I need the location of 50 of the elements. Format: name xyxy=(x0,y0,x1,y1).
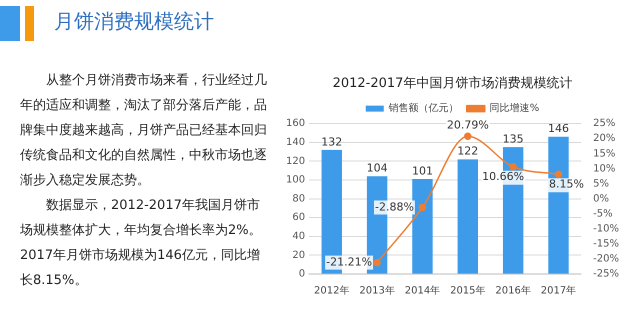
chart-title: 2012-2017年中国月饼市场消费规模统计 xyxy=(332,76,572,92)
y-tick-label: 80 xyxy=(292,193,306,204)
legend-label: 销售额（亿元） xyxy=(388,102,459,114)
x-tick-label: 2014年 xyxy=(404,284,440,297)
data-label: 132 xyxy=(321,135,342,148)
x-tick-label: 2015年 xyxy=(450,284,486,297)
data-label: 20.79% xyxy=(446,118,489,132)
point xyxy=(464,132,472,140)
data-label: 146 xyxy=(548,122,569,136)
y2-tick-label: 20% xyxy=(593,133,616,144)
x-tick-label: 2012年 xyxy=(314,284,350,297)
text: 数据显示，2012-2017年我国月饼市场规模整体扩大，年均复合增长率为2%。2017年月饼市场规模为146亿元，同比增长8.15%。 xyxy=(20,197,263,290)
y2-tick-label: 25% xyxy=(593,118,616,130)
y2-tick-label: 5% xyxy=(593,178,610,190)
y2-tick-label: -20% xyxy=(593,254,620,265)
data-label: 101 xyxy=(412,164,433,178)
y2-tick-label: 0% xyxy=(593,193,610,204)
point xyxy=(509,162,517,170)
y2-tick-label: -10% xyxy=(593,223,620,234)
point xyxy=(554,170,562,178)
bar xyxy=(458,159,478,274)
data-label: 104 xyxy=(366,162,388,175)
text: 月饼消费规模统计 xyxy=(54,8,214,35)
data-label: 122 xyxy=(457,144,478,158)
y2-tick-label: -15% xyxy=(593,238,620,250)
y2-tick-label: 10% xyxy=(593,163,616,174)
x-tick-label: 2016年 xyxy=(495,284,531,297)
data-label: -21.21% xyxy=(326,255,372,268)
bar xyxy=(412,179,433,274)
x-tick-label: 2013年 xyxy=(359,284,395,297)
y-tick-label: 140 xyxy=(286,136,306,148)
data-label: 8.15% xyxy=(549,178,584,191)
y2-tick-label: -25% xyxy=(593,268,620,280)
y2-tick-label: -5% xyxy=(593,208,613,220)
y-tick-label: 0 xyxy=(298,268,306,280)
y2-tick-label: 15% xyxy=(593,148,616,160)
y-tick-label: 160 xyxy=(286,118,306,130)
data-label: 10.66% xyxy=(482,170,524,184)
text: 从整个月饼消费市场来看，行业经过几年的适应和调整，淘汰了部分落后产能，品牌集中度越来越高，月饼产品已经基本回归传统食品和文化的自然属性，中秋市场也逐渐步入稳定发展态势。 xyxy=(20,72,268,190)
x-tick-label: 2017年 xyxy=(540,284,576,297)
y-tick-label: 60 xyxy=(292,212,306,224)
y-tick-label: 20 xyxy=(292,250,306,261)
legend-label: 同比增速% xyxy=(490,102,540,114)
y-tick-label: 100 xyxy=(286,174,306,186)
y-tick-label: 40 xyxy=(292,230,306,242)
point xyxy=(373,258,381,266)
data-label: -2.88% xyxy=(374,200,414,214)
data-label: 135 xyxy=(502,132,524,146)
point xyxy=(418,204,426,212)
y-tick-label: 120 xyxy=(286,156,306,167)
